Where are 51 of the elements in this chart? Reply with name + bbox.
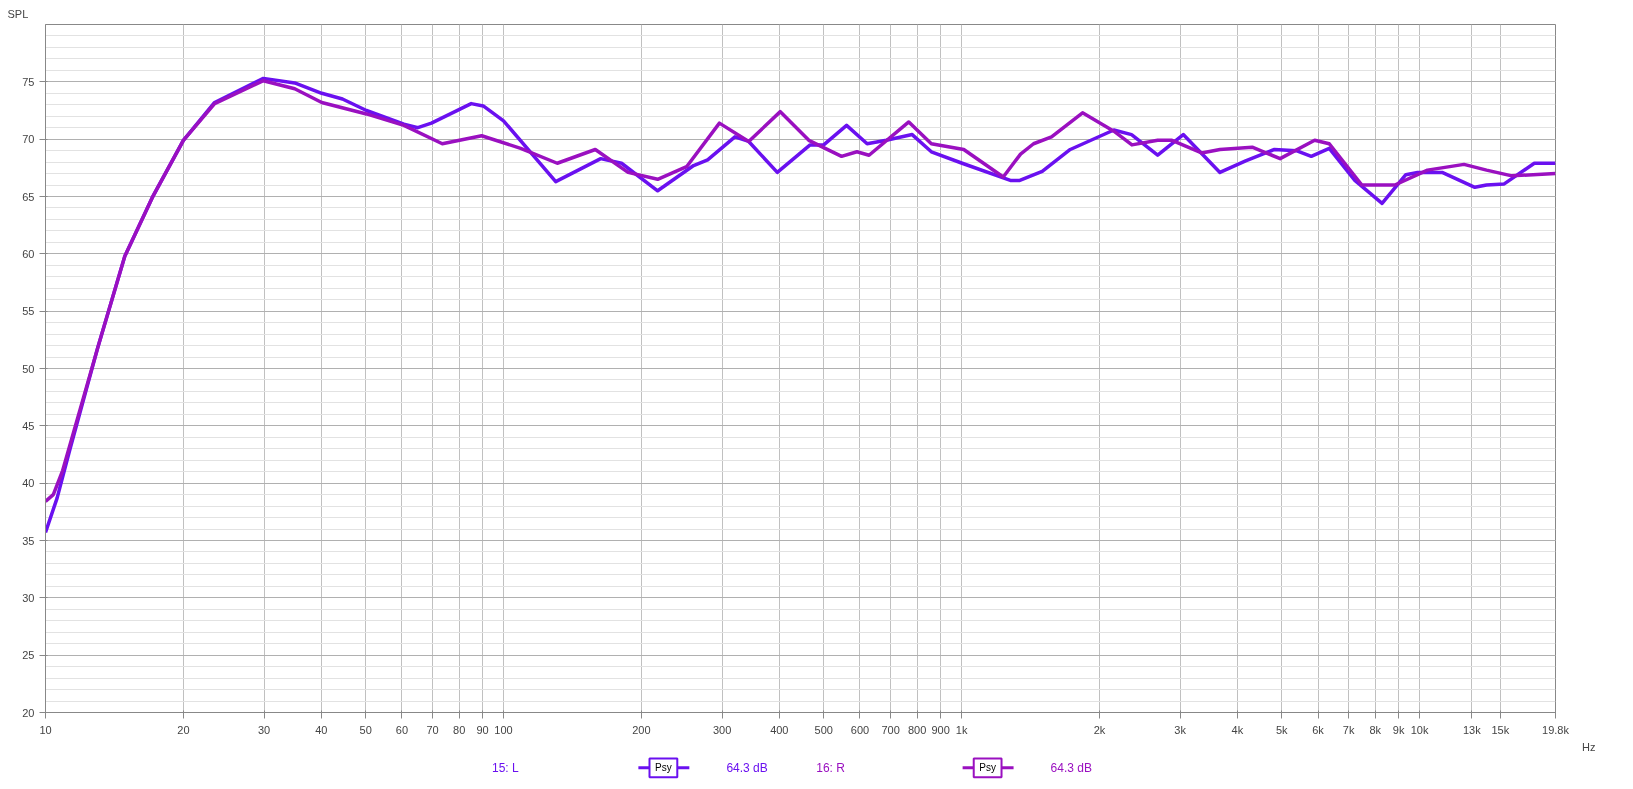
x-tick-label: 400 bbox=[770, 723, 789, 736]
x-tick-label: 8k bbox=[1369, 723, 1382, 736]
y-tick-label: 25 bbox=[22, 649, 35, 662]
text: 15: L bbox=[492, 760, 520, 775]
text: 16: R bbox=[816, 760, 846, 775]
y-tick-label: 30 bbox=[22, 591, 35, 604]
y-tick-label: 65 bbox=[22, 190, 35, 203]
x-tick-label: 80 bbox=[453, 723, 466, 736]
text: 64.3 dB bbox=[726, 760, 768, 775]
x-tick-label: 7k bbox=[1342, 723, 1355, 736]
y-tick-label: 60 bbox=[22, 247, 35, 260]
y-tick-label: 35 bbox=[22, 534, 35, 547]
y-tick-label: 70 bbox=[22, 133, 35, 146]
x-tick-label: 800 bbox=[908, 723, 927, 736]
x-tick-label: 9k bbox=[1392, 723, 1405, 736]
x-tick-label: 19.8k bbox=[1542, 723, 1570, 736]
y-tick-label: 50 bbox=[22, 362, 35, 375]
x-tick-label: 1k bbox=[955, 723, 968, 736]
x-tick-label: 900 bbox=[931, 723, 950, 736]
y-tick-label: 75 bbox=[22, 75, 35, 88]
x-tick-label: 700 bbox=[881, 723, 900, 736]
x-tick-label: 600 bbox=[850, 723, 870, 736]
x-tick-label: 4k bbox=[1231, 723, 1244, 736]
x-axis-title: Hz bbox=[1582, 740, 1596, 753]
y-tick-label: 55 bbox=[22, 305, 35, 318]
x-tick-label: 10k bbox=[1410, 723, 1429, 736]
x-tick-label: 2k bbox=[1093, 723, 1106, 736]
x-tick-label: 90 bbox=[476, 723, 489, 736]
x-tick-label: 70 bbox=[426, 723, 439, 736]
x-tick-label: 15k bbox=[1491, 723, 1510, 736]
y-tick-label: 45 bbox=[22, 419, 35, 432]
x-tick-label: 20 bbox=[177, 723, 190, 736]
y-tick-label: 20 bbox=[22, 706, 35, 719]
x-tick-label: 6k bbox=[1312, 723, 1325, 736]
x-tick-label: 300 bbox=[712, 723, 732, 736]
y-axis-title: SPL bbox=[7, 7, 29, 20]
x-tick-label: 50 bbox=[359, 723, 372, 736]
x-tick-label: 13k bbox=[1462, 723, 1482, 736]
x-tick-label: 30 bbox=[257, 723, 271, 736]
x-tick-label: 3k bbox=[1174, 723, 1187, 736]
text: Psy bbox=[655, 762, 672, 774]
x-tick-label: 5k bbox=[1275, 723, 1289, 736]
x-tick-label: 100 bbox=[494, 723, 513, 736]
x-tick-label: 10 bbox=[39, 723, 52, 736]
text: 64.3 dB bbox=[1050, 760, 1092, 775]
y-tick-label: 40 bbox=[22, 477, 35, 490]
x-tick-label: 500 bbox=[814, 723, 833, 736]
text: Psy bbox=[979, 762, 996, 774]
x-tick-label: 200 bbox=[632, 723, 651, 736]
x-tick-label: 60 bbox=[395, 723, 409, 736]
x-tick-label: 40 bbox=[315, 723, 328, 736]
